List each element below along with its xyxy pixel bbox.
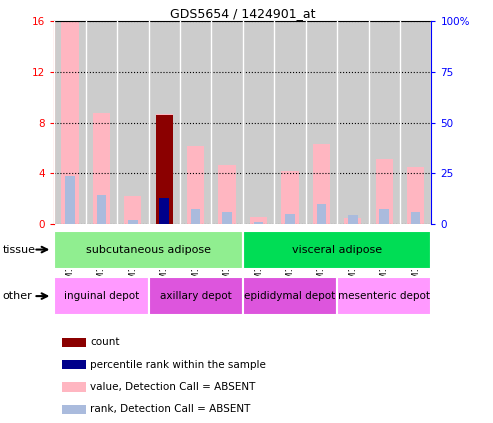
Bar (411, 212, 421, 224)
Bar (313, 144, 330, 224)
Bar (243, 277, 337, 315)
Bar (62, 382, 86, 392)
Bar (250, 217, 267, 224)
Bar (97, 195, 106, 224)
Bar (337, 277, 431, 315)
Text: inguinal depot: inguinal depot (64, 291, 139, 301)
Bar (148, 21, 180, 224)
Text: count: count (90, 338, 119, 347)
Bar (54, 21, 86, 224)
Bar (243, 231, 431, 269)
Text: axillary depot: axillary depot (160, 291, 232, 301)
Bar (380, 209, 389, 224)
Bar (156, 114, 173, 224)
Bar (344, 218, 361, 224)
Text: epididymal depot: epididymal depot (245, 291, 336, 301)
Title: GDS5654 / 1424901_at: GDS5654 / 1424901_at (170, 7, 316, 20)
Text: value, Detection Call = ABSENT: value, Detection Call = ABSENT (90, 382, 255, 392)
Text: rank, Detection Call = ABSENT: rank, Detection Call = ABSENT (90, 404, 250, 415)
Bar (62, 360, 86, 369)
Bar (348, 215, 357, 224)
Bar (124, 196, 141, 224)
Bar (86, 21, 117, 224)
Bar (61, 21, 78, 224)
Bar (222, 212, 232, 224)
Bar (285, 214, 295, 224)
Bar (93, 113, 110, 224)
Bar (400, 21, 431, 224)
Bar (337, 21, 368, 224)
Bar (243, 21, 274, 224)
Bar (376, 159, 393, 224)
Text: mesenteric depot: mesenteric depot (338, 291, 430, 301)
Text: other: other (2, 291, 32, 301)
Bar (159, 198, 169, 224)
Bar (254, 222, 263, 224)
Bar (407, 167, 424, 224)
Bar (191, 209, 201, 224)
Text: percentile rank within the sample: percentile rank within the sample (90, 360, 266, 370)
Bar (218, 165, 236, 224)
Bar (62, 338, 86, 347)
Bar (117, 21, 148, 224)
Text: tissue: tissue (2, 244, 35, 255)
Bar (156, 115, 173, 224)
Text: subcutaneous adipose: subcutaneous adipose (86, 244, 211, 255)
Bar (65, 176, 75, 224)
Bar (62, 405, 86, 414)
Bar (148, 277, 243, 315)
Bar (180, 21, 211, 224)
Text: visceral adipose: visceral adipose (292, 244, 382, 255)
Bar (274, 21, 306, 224)
Bar (306, 21, 337, 224)
Bar (187, 146, 204, 224)
Bar (54, 231, 243, 269)
Bar (128, 220, 138, 224)
Bar (282, 171, 299, 224)
Bar (54, 277, 148, 315)
Bar (211, 21, 243, 224)
Bar (368, 21, 400, 224)
Bar (317, 204, 326, 224)
